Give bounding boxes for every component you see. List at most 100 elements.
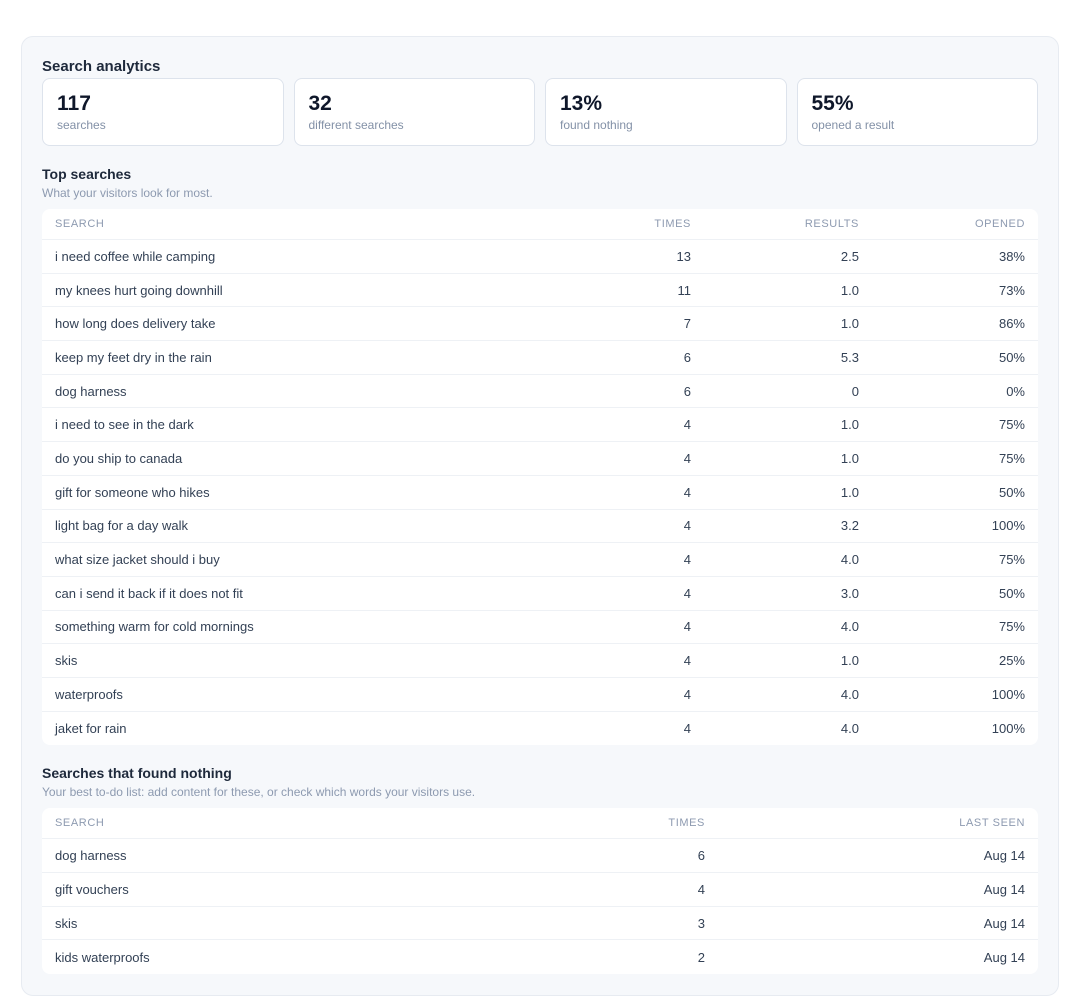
opened-rate: 100% — [991, 720, 1025, 736]
times-count: 2 — [697, 949, 705, 965]
times-count: 4 — [683, 417, 691, 433]
opened-rate: 100% — [991, 518, 1025, 534]
table-row[interactable]: something warm for cold mornings 4 4.0 75% — [42, 611, 1038, 645]
search-query: i need to see in the dark — [55, 417, 194, 433]
times-count: 4 — [683, 552, 691, 568]
results-count: 0 — [851, 383, 859, 399]
times-count: 11 — [677, 282, 692, 298]
column-header-times[interactable]: TIMES — [654, 218, 691, 230]
stat-value: 55% — [811, 92, 854, 115]
table-row[interactable]: skis 4 1.0 25% — [42, 644, 1038, 678]
stat-value: 32 — [308, 92, 332, 115]
search-query: skis — [55, 915, 78, 931]
times-count: 13 — [676, 248, 691, 264]
table-row[interactable]: i need to see in the dark 4 1.0 75% — [42, 408, 1038, 443]
stat-card-different-searches: 32 different searches — [293, 78, 535, 146]
opened-rate: 73% — [998, 282, 1025, 298]
results-count: 4.0 — [840, 720, 859, 736]
opened-rate: 75% — [998, 552, 1025, 568]
table-row[interactable]: how long does delivery take 7 1.0 86% — [42, 307, 1038, 342]
column-header-search[interactable]: SEARCH — [55, 218, 105, 230]
column-header-results[interactable]: RESULTS — [804, 218, 859, 230]
search-query: what size jacket should i buy — [55, 552, 220, 568]
times-count: 4 — [683, 518, 691, 534]
table-row[interactable]: can i send it back if it does not fit 4 3.… — [42, 577, 1038, 611]
search-query: jaket for rain — [55, 720, 127, 736]
column-header-times[interactable]: TIMES — [668, 817, 705, 830]
search-query: dog harness — [55, 383, 127, 399]
search-query: how long does delivery take — [55, 316, 216, 332]
table-row[interactable]: jaket for rain 4 4.0 100% — [42, 712, 1038, 746]
results-count: 4.0 — [840, 686, 859, 702]
table-row[interactable]: dog harness 6 Aug 14 — [42, 839, 1038, 873]
search-query: something warm for cold mornings — [55, 619, 254, 635]
times-count: 6 — [697, 848, 705, 864]
opened-rate: 75% — [998, 619, 1025, 635]
last-seen: Aug 14 — [983, 915, 1025, 931]
table-body: i need coffee while camping 13 2.5 38% my kn… — [42, 240, 1038, 745]
table-row[interactable]: dog harness 6 0 0% — [42, 375, 1038, 409]
table-row[interactable]: do you ship to canada 4 1.0 75% — [42, 442, 1038, 476]
times-count: 7 — [683, 316, 691, 332]
stats-row: 117 searches 32 different searches 13% f… — [42, 78, 1038, 146]
search-query: can i send it back if it does not fit — [55, 585, 243, 601]
opened-rate: 50% — [998, 349, 1025, 365]
times-count: 4 — [683, 686, 691, 702]
section-subtitle: Your best to-do list: add content for th… — [42, 785, 476, 800]
table-row[interactable]: kids waterproofs 2 Aug 14 — [42, 940, 1038, 974]
search-query: gift vouchers — [55, 881, 129, 897]
search-query: keep my feet dry in the rain — [55, 349, 212, 365]
search-query: light bag for a day walk — [55, 518, 188, 534]
table-row[interactable]: what size jacket should i buy 4 4.0 75% — [42, 543, 1038, 577]
opened-rate: 100% — [991, 686, 1025, 702]
top-searches-table: SEARCH TIMES RESULTS OPENED i need coffe… — [42, 209, 1038, 746]
column-header-search[interactable]: SEARCH — [55, 817, 105, 830]
table-row[interactable]: gift for someone who hikes 4 1.0 50% — [42, 476, 1038, 510]
table-row[interactable]: skis 3 Aug 14 — [42, 907, 1038, 941]
results-count: 1.0 — [840, 417, 859, 433]
table-row[interactable]: light bag for a day walk 4 3.2 100% — [42, 510, 1038, 544]
opened-rate: 75% — [998, 450, 1025, 466]
results-count: 1.0 — [840, 450, 859, 466]
last-seen: Aug 14 — [983, 848, 1025, 864]
stat-label: found nothing — [560, 118, 633, 132]
times-count: 6 — [683, 349, 691, 365]
search-query: i need coffee while camping — [55, 248, 216, 264]
times-count: 3 — [697, 915, 705, 931]
results-count: 4.0 — [840, 552, 859, 568]
times-count: 4 — [683, 585, 691, 601]
section-title: Top searches — [42, 166, 132, 182]
times-count: 4 — [683, 450, 691, 466]
search-query: do you ship to canada — [55, 450, 183, 466]
table-row[interactable]: keep my feet dry in the rain 6 5.3 50% — [42, 341, 1038, 375]
search-query: dog harness — [55, 848, 127, 864]
section-subtitle: What your visitors look for most. — [42, 186, 213, 200]
table-row[interactable]: gift vouchers 4 Aug 14 — [42, 873, 1038, 907]
top-searches-section: Top searches What your visitors look for… — [42, 165, 1038, 746]
search-query: my knees hurt going downhill — [55, 282, 223, 298]
stat-label: different searches — [308, 118, 404, 132]
last-seen: Aug 14 — [983, 881, 1025, 897]
opened-rate: 50% — [998, 484, 1025, 500]
table-row[interactable]: my knees hurt going downhill 11 1.0 73% — [42, 274, 1038, 308]
stat-value: 117 — [57, 92, 91, 115]
results-count: 3.2 — [840, 518, 859, 534]
stat-label: opened a result — [811, 118, 895, 132]
results-count: 1.0 — [840, 282, 859, 298]
opened-rate: 86% — [998, 316, 1025, 332]
table-row[interactable]: waterproofs 4 4.0 100% — [42, 678, 1038, 712]
search-analytics-panel: Search analytics 117 searches 32 differe… — [21, 36, 1059, 996]
opened-rate: 25% — [998, 653, 1025, 669]
search-query: kids waterproofs — [55, 949, 150, 965]
no-results-section: Searches that found nothing Your best to… — [42, 764, 1038, 975]
results-count: 1.0 — [840, 316, 859, 332]
opened-rate: 0% — [1006, 383, 1025, 399]
table-header: SEARCH TIMES LAST SEEN — [42, 808, 1038, 840]
results-count: 1.0 — [840, 484, 859, 500]
column-header-opened[interactable]: OPENED — [974, 218, 1025, 230]
table-row[interactable]: i need coffee while camping 13 2.5 38% — [42, 240, 1038, 274]
last-seen: Aug 14 — [983, 949, 1025, 965]
results-count: 5.3 — [840, 349, 859, 365]
column-header-last-seen[interactable]: LAST SEEN — [959, 817, 1025, 830]
opened-rate: 38% — [998, 248, 1025, 264]
